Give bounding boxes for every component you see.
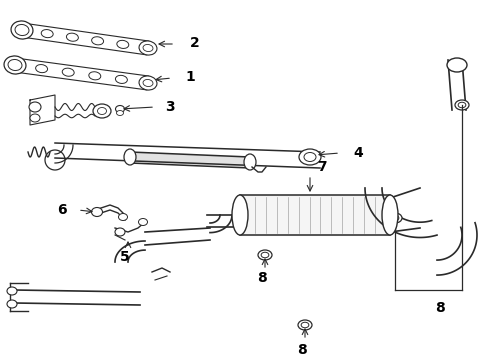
Ellipse shape xyxy=(231,195,247,235)
Ellipse shape xyxy=(138,219,147,225)
Ellipse shape xyxy=(142,80,153,86)
Text: 1: 1 xyxy=(185,70,195,84)
Ellipse shape xyxy=(29,102,41,112)
Ellipse shape xyxy=(454,100,468,110)
Text: 2: 2 xyxy=(190,36,200,50)
Text: 8: 8 xyxy=(297,343,306,357)
Text: 4: 4 xyxy=(352,146,362,160)
Ellipse shape xyxy=(89,72,101,80)
Ellipse shape xyxy=(298,149,320,165)
Ellipse shape xyxy=(8,59,22,71)
Ellipse shape xyxy=(261,252,268,258)
Ellipse shape xyxy=(301,322,308,328)
Text: 8: 8 xyxy=(434,301,444,315)
Ellipse shape xyxy=(446,58,466,72)
Ellipse shape xyxy=(139,41,157,55)
Ellipse shape xyxy=(62,68,74,76)
Ellipse shape xyxy=(304,153,315,162)
Text: 7: 7 xyxy=(317,160,326,174)
Ellipse shape xyxy=(258,250,271,260)
Ellipse shape xyxy=(124,149,136,165)
Ellipse shape xyxy=(97,108,106,114)
Ellipse shape xyxy=(116,111,123,116)
Ellipse shape xyxy=(91,207,102,216)
Text: 5: 5 xyxy=(120,250,130,264)
Text: 6: 6 xyxy=(57,203,67,217)
Ellipse shape xyxy=(7,287,17,295)
Ellipse shape xyxy=(139,76,157,90)
Ellipse shape xyxy=(142,45,153,51)
Ellipse shape xyxy=(115,75,127,84)
Ellipse shape xyxy=(297,320,311,330)
Text: 8: 8 xyxy=(257,271,266,285)
Ellipse shape xyxy=(115,228,125,236)
Ellipse shape xyxy=(36,64,47,73)
Ellipse shape xyxy=(15,24,29,36)
Ellipse shape xyxy=(390,215,398,221)
Ellipse shape xyxy=(117,40,128,49)
Ellipse shape xyxy=(30,114,40,122)
Ellipse shape xyxy=(66,33,78,41)
Ellipse shape xyxy=(244,154,256,170)
Ellipse shape xyxy=(7,300,17,308)
Ellipse shape xyxy=(118,213,127,220)
Ellipse shape xyxy=(387,213,401,223)
Ellipse shape xyxy=(93,104,111,118)
Ellipse shape xyxy=(381,195,397,235)
Ellipse shape xyxy=(11,21,33,39)
Ellipse shape xyxy=(4,56,26,74)
Text: 3: 3 xyxy=(165,100,174,114)
Ellipse shape xyxy=(41,30,53,38)
Ellipse shape xyxy=(115,105,124,113)
Ellipse shape xyxy=(457,102,465,108)
Ellipse shape xyxy=(91,37,103,45)
